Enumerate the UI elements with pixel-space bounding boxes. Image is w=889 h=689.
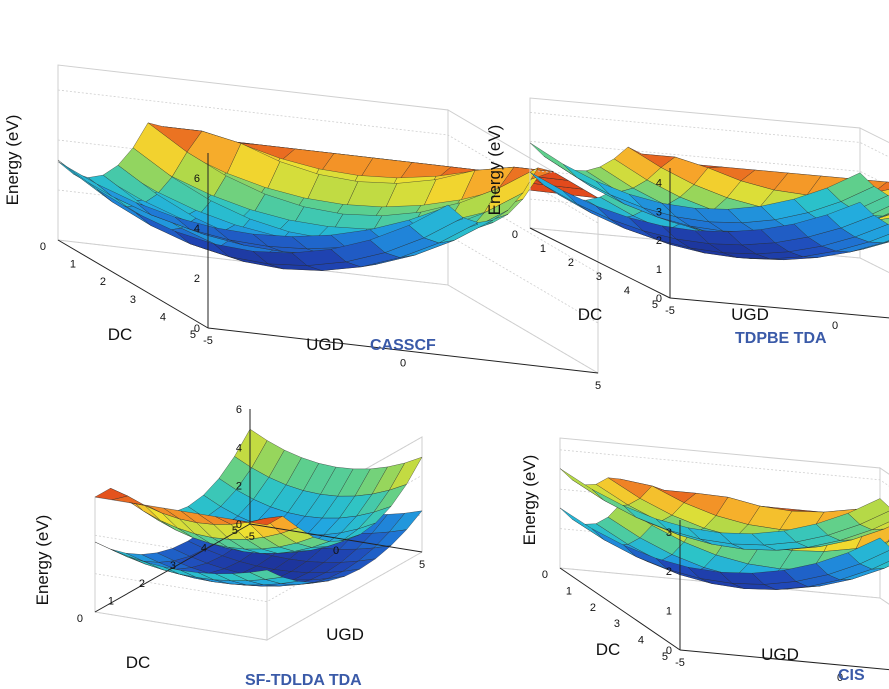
x-axis-label: UGD [761,645,799,664]
y-tick-label: 0 [77,613,83,625]
surface-patch [408,204,464,239]
y-tick-label: 3 [170,560,176,572]
z-axis-label: Energy (eV) [33,515,52,606]
z-tick-label: 1 [656,264,662,276]
x-axis-label: UGD [326,625,364,644]
x-axis-line [679,649,889,671]
z-gridline [94,551,423,641]
method-label: TDPBE TDA [735,330,827,347]
y-tick-label: 3 [130,294,136,306]
y-tick-label: 4 [638,635,644,647]
surface-patch [847,498,889,525]
surface-patch [847,537,889,565]
z-axis-label: Energy (eV) [485,125,504,216]
z-gridline [559,567,889,605]
x-tick-label: 5 [595,380,601,392]
surface-patch [248,569,284,580]
side-wall [859,127,889,274]
z-tick-label: 3 [666,527,672,539]
x-tick-label: 0 [832,320,838,332]
z-gridline [94,436,423,526]
z-tick-label: 2 [666,566,672,578]
y-tick-label: 0 [40,241,46,253]
y-axis-line [57,239,209,329]
z-tick-label: 0 [656,293,662,305]
y-tick-label: 2 [139,578,145,590]
y-axis-label: DC [578,305,603,324]
z-tick-label: 2 [236,481,242,493]
x-tick-label: 0 [837,672,843,684]
z-tick-label: 0 [194,323,200,335]
y-tick-label: 1 [70,259,76,271]
z-tick-label: 4 [236,442,242,454]
surface-patch [249,515,283,526]
z-tick-label: 4 [194,223,200,235]
y-tick-label: 1 [566,585,572,597]
z-tick-label: 0 [666,645,672,657]
y-tick-label: 0 [512,229,518,241]
y-tick-label: 1 [108,595,114,607]
y-tick-label: 2 [100,276,106,288]
surface-patch [826,172,875,202]
y-tick-label: 3 [596,271,602,283]
y-tick-label: 4 [624,285,630,297]
y-tick-label: 2 [568,257,574,269]
y-tick-label: 3 [614,618,620,630]
z-tick-label: 1 [666,606,672,618]
z-tick-label: 6 [194,173,200,185]
y-tick-label: 4 [201,543,207,555]
x-axis-line [249,523,423,553]
y-tick-label: 0 [542,569,548,581]
x-tick-label: -5 [245,531,255,543]
side-wall [447,109,599,374]
y-axis-label: DC [596,640,621,659]
x-axis-label: UGD [306,335,344,354]
y-axis-line [94,523,251,613]
z-tick-label: 2 [656,235,662,247]
x-tick-label: -5 [675,657,685,669]
x-axis-line [207,327,599,374]
z-gridline [57,239,599,374]
method-label: SF-TDLDA TDA [245,672,362,689]
z-tick-label: 2 [194,273,200,285]
z-gridline [57,89,599,224]
y-tick-label: 5 [232,525,238,537]
z-gridline [559,449,889,487]
surface-patch [826,201,875,229]
y-axis-line [559,567,681,651]
x-tick-label: 0 [400,358,406,370]
y-tick-label: 5 [662,651,668,663]
y-tick-label: 5 [652,299,658,311]
y-tick-label: 1 [540,243,546,255]
y-axis-label: DC [126,653,151,672]
z-axis-label: Energy (eV) [520,455,539,546]
z-tick-label: 6 [236,404,242,416]
x-axis-label: UGD [731,305,769,324]
z-tick-label: 3 [656,206,662,218]
y-tick-label: 5 [190,329,196,341]
y-tick-label: 2 [590,602,596,614]
x-tick-label: 0 [333,545,339,557]
x-tick-label: -5 [665,305,675,317]
x-axis-line [669,297,889,319]
y-axis-label: DC [108,325,133,344]
x-tick-label: -5 [203,335,213,347]
method-label: CASSCF [370,337,436,354]
z-tick-label: 4 [656,177,662,189]
z-axis-label: Energy (eV) [3,115,22,206]
z-tick-label: 0 [236,519,242,531]
y-tick-label: 4 [160,311,166,323]
method-label: CIS [838,667,865,684]
x-tick-label: 5 [419,559,425,571]
y-axis-line [529,227,671,299]
